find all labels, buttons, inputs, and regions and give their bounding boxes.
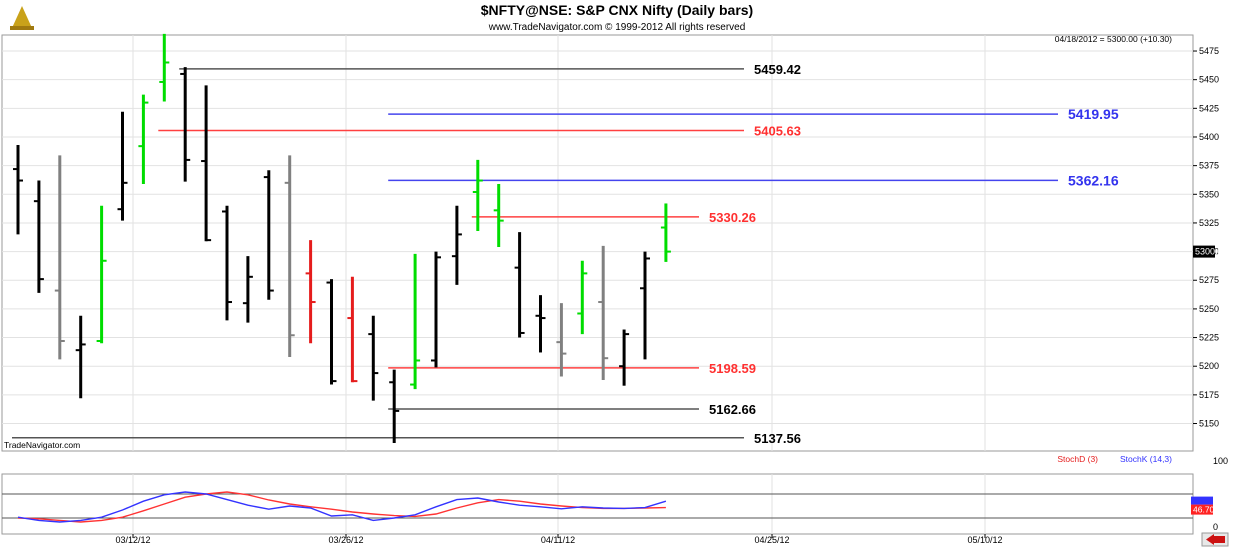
x-tick-label: 03/26/12 [328, 535, 363, 545]
ohlc-bar [556, 303, 567, 377]
ohlc-bar [33, 180, 44, 293]
ohlc-bar [138, 94, 149, 184]
ohlc-bar [451, 205, 462, 285]
ohlc-bar [347, 276, 358, 383]
ohlc-bar [640, 251, 650, 360]
stochd-value-badge [1191, 504, 1213, 515]
price-tick-label: 5475 [1199, 46, 1219, 56]
legend-stochk: StochK (14,3) [1120, 454, 1172, 464]
stoch-tick-label: 0 [1213, 522, 1218, 532]
ohlc-bar [368, 315, 379, 401]
x-tick-label: 04/11/12 [541, 535, 575, 545]
level-label: 5459.42 [754, 62, 801, 77]
ohlc-bar [389, 369, 400, 443]
ohlc-bar [472, 159, 483, 231]
ohlc-bar [75, 315, 86, 399]
copyright-text: www.TradeNavigator.com © 1999-2012 All r… [488, 22, 746, 33]
price-panel-frame [1, 34, 1194, 452]
legend-stochd: StochD (3) [1057, 454, 1098, 464]
price-tick-label: 5425 [1199, 103, 1219, 113]
ohlc-bar [117, 111, 128, 221]
stoch-last-value: 46.70 [1193, 505, 1215, 515]
ohlc-bar [619, 329, 630, 386]
ohlc-bar [222, 205, 232, 321]
last-price-label: 5300.00 [1195, 247, 1228, 257]
ohlc-bar [54, 155, 65, 360]
stochk-value-badge [1191, 496, 1213, 505]
level-label: 5198.59 [709, 361, 756, 376]
scroll-right-arrow-icon[interactable] [1201, 532, 1229, 547]
price-tick-label: 5400 [1199, 132, 1219, 142]
x-tick-label: 05/10/12 [967, 535, 1002, 545]
level-label: 5162.66 [709, 402, 756, 417]
ohlc-bar [431, 251, 441, 368]
level-label: 5362.16 [1068, 172, 1119, 188]
ohlc-bar [159, 33, 170, 102]
price-tick-label: 5275 [1199, 275, 1219, 285]
price-tick-label: 5200 [1199, 361, 1219, 371]
stoch-series-line [17, 491, 667, 523]
ohlc-bar [514, 232, 525, 338]
chart-title: $NFTY@NSE: S&P CNX Nifty (Daily bars) [481, 2, 753, 18]
price-tick-label: 5375 [1199, 161, 1219, 171]
last-price-box [1193, 245, 1215, 258]
ohlc-bar [410, 253, 421, 390]
ohlc-bar [263, 170, 274, 300]
tradenavigator-logo-icon [10, 6, 34, 30]
ohlc-bar [180, 67, 191, 182]
price-tick-label: 5450 [1199, 75, 1219, 85]
price-tick-label: 5175 [1199, 390, 1219, 400]
level-label: 5137.56 [754, 431, 801, 446]
ohlc-bar [305, 240, 316, 344]
ohlc-bar [13, 145, 23, 235]
level-label: 5330.26 [709, 210, 756, 225]
watermark-text: TradeNavigator.com [4, 440, 80, 450]
ohlc-bar [577, 260, 588, 335]
price-tick-label: 5225 [1199, 333, 1219, 343]
ohlc-bar [535, 295, 546, 353]
ohlc-bar [598, 245, 609, 380]
x-tick-label: 04/25/12 [754, 535, 789, 545]
price-tick-label: 5250 [1199, 304, 1219, 314]
quote-readout: 04/18/2012 = 5300.00 (+10.30) [1055, 34, 1172, 44]
ohlc-bar [660, 203, 671, 262]
price-tick-label: 5325 [1199, 218, 1219, 228]
x-tick-label: 03/12/12 [115, 535, 150, 545]
price-tick-label: 5150 [1199, 419, 1219, 429]
ohlc-bar [242, 256, 253, 323]
level-label: 5405.63 [754, 124, 801, 139]
ohlc-bar [201, 85, 212, 242]
level-label: 5419.95 [1068, 106, 1119, 122]
ohlc-bar [493, 183, 504, 248]
stoch-tick-label: 100 [1213, 456, 1228, 466]
stoch-series-line [17, 491, 666, 523]
ohlc-bar [326, 279, 337, 385]
ohlc-bar [284, 155, 295, 358]
ohlc-bar [96, 205, 107, 344]
price-tick-label: 5350 [1199, 189, 1219, 199]
